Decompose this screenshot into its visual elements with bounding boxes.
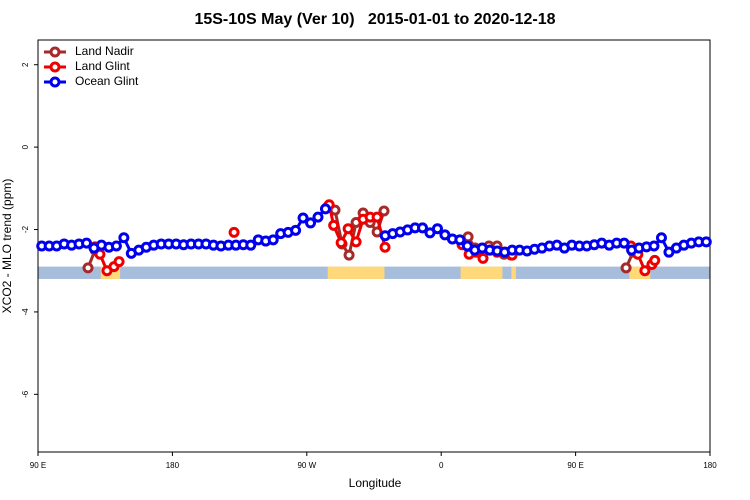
- series-point: [700, 236, 712, 248]
- series-point: [245, 239, 257, 251]
- series-point: [342, 223, 354, 235]
- series-point: [312, 211, 324, 223]
- land-strip: [327, 266, 385, 279]
- y-tick-label: -2: [21, 225, 30, 233]
- series-point: [639, 265, 651, 277]
- x-tick-label: 90 E: [567, 461, 583, 470]
- series-point: [454, 234, 466, 246]
- legend-marker: [49, 76, 61, 88]
- series-point: [228, 226, 240, 238]
- legend-label: Land Nadir: [75, 44, 134, 58]
- x-tick-label: 90 W: [297, 461, 316, 470]
- legend-label: Ocean Glint: [75, 74, 139, 88]
- series-point: [431, 223, 443, 235]
- series-point: [378, 205, 390, 217]
- series-point: [297, 212, 309, 224]
- series-point: [620, 262, 632, 274]
- series-point: [319, 203, 331, 215]
- x-tick-label: 180: [703, 461, 717, 470]
- series-point: [649, 254, 661, 266]
- y-tick-label: -6: [21, 390, 30, 398]
- series-point: [113, 256, 125, 268]
- series-point: [417, 222, 429, 234]
- series-point: [335, 237, 347, 249]
- x-axis-label: Longitude: [349, 476, 402, 490]
- series-point: [618, 237, 630, 249]
- legend-marker: [49, 61, 61, 73]
- land-strip: [460, 266, 503, 279]
- legend-marker: [49, 46, 61, 58]
- legend-label: Land Glint: [75, 59, 130, 73]
- y-tick-label: 2: [21, 62, 30, 67]
- series-point: [290, 224, 302, 236]
- series-point: [305, 217, 317, 229]
- series-point: [648, 240, 660, 252]
- series-point: [81, 237, 93, 249]
- land-strip: [511, 266, 516, 279]
- y-axis-label: XCO2 - MLO trend (ppm): [0, 179, 14, 314]
- series-point: [110, 240, 122, 252]
- x-tick-label: 90 E: [30, 461, 46, 470]
- series-point: [477, 252, 489, 264]
- series-point: [371, 211, 383, 223]
- series-point: [82, 262, 94, 274]
- series-point: [350, 236, 362, 248]
- x-tick-label: 180: [166, 461, 180, 470]
- series-point: [267, 234, 279, 246]
- series-point: [379, 241, 391, 253]
- chart-title: 15S-10S May (Ver 10) 2015-01-01 to 2020-…: [194, 11, 555, 28]
- series-point: [655, 232, 667, 244]
- series-point: [328, 219, 340, 231]
- series-point: [118, 232, 130, 244]
- y-tick-label: -4: [21, 308, 30, 316]
- series-point: [343, 249, 355, 261]
- x-tick-label: 0: [439, 461, 444, 470]
- y-tick-label: 0: [21, 144, 30, 149]
